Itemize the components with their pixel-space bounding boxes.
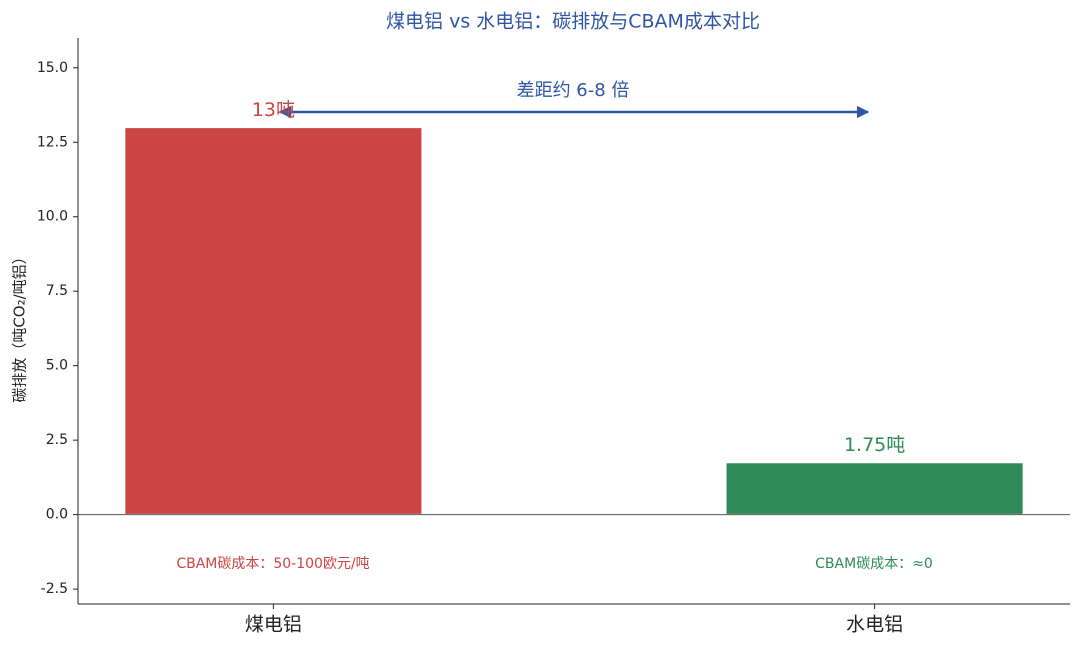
bar xyxy=(123,126,423,516)
y-axis-label: 碳排放（吨CO₂/吨铝） xyxy=(11,249,29,402)
bar xyxy=(725,461,1025,516)
x-tick-label: 水电铝 xyxy=(846,614,903,636)
x-tick-label: 煤电铝 xyxy=(245,614,302,636)
y-tick-label: 10.0 xyxy=(37,209,68,225)
y-tick-label: 5.0 xyxy=(46,358,68,374)
y-tick-label: 15.0 xyxy=(37,60,68,76)
y-tick-label: -2.5 xyxy=(41,581,68,597)
chart-title: 煤电铝 vs 水电铝：碳排放与CBAM成本对比 xyxy=(386,11,760,33)
data-label: 1.75吨 xyxy=(844,434,905,456)
cost-annotation: CBAM碳成本：≈0 xyxy=(815,556,933,572)
y-tick-label: 2.5 xyxy=(46,432,68,448)
y-tick-label: 12.5 xyxy=(37,134,68,150)
gap-annotation: 差距约 6-8 倍 xyxy=(517,80,630,101)
y-tick-label: 0.0 xyxy=(46,507,68,523)
data-label: 13吨 xyxy=(252,99,295,121)
cost-annotation: CBAM碳成本：50-100欧元/吨 xyxy=(176,556,369,572)
y-tick-label: 7.5 xyxy=(46,283,68,299)
